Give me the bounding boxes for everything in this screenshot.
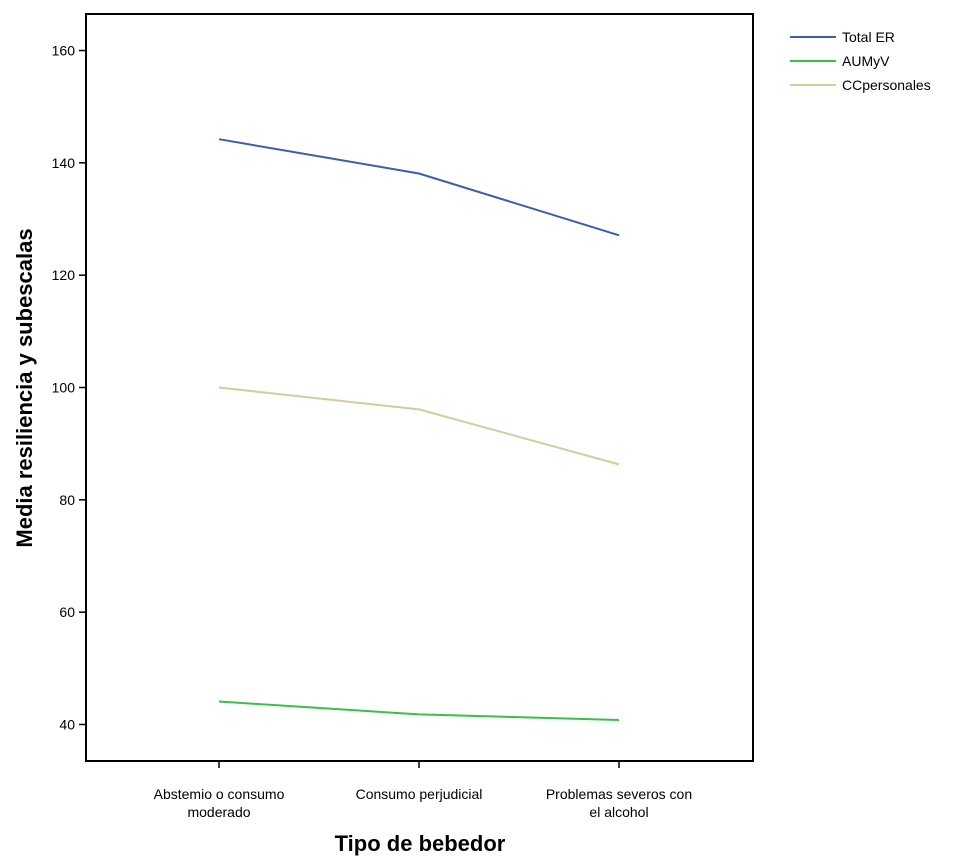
series-group: [219, 139, 619, 720]
legend-label: AUMyV: [842, 53, 890, 69]
y-tick-label: 160: [52, 43, 76, 59]
legend-label: Total ER: [842, 29, 895, 45]
y-tick-label: 100: [52, 380, 76, 396]
plot-frame: [86, 14, 753, 761]
y-tick-label: 60: [59, 604, 75, 620]
legend-label: CCpersonales: [842, 77, 931, 93]
y-axis-title: Media resiliencia y subescalas: [12, 228, 37, 547]
series-line-0: [219, 139, 619, 235]
x-axis-title: Tipo de bebedor: [335, 831, 506, 856]
y-tick-label: 140: [52, 155, 76, 171]
legend: Total ER AUMyV CCpersonales: [790, 29, 931, 93]
series-line-2: [219, 388, 619, 465]
x-tick-label: Abstemio o consumo moderado: [154, 786, 285, 820]
y-axis: 40 60 80 100 120 140 160: [52, 43, 86, 733]
y-tick-label: 40: [59, 716, 75, 732]
series-line-1: [219, 702, 619, 721]
y-tick-label: 80: [59, 492, 75, 508]
y-tick-label: 120: [52, 267, 76, 283]
x-axis: Abstemio o consumo moderado Consumo perjud…: [154, 761, 693, 820]
x-tick-label: Problemas severos con el alcohol: [546, 786, 692, 820]
x-tick-label: Consumo perjudicial: [356, 786, 483, 802]
